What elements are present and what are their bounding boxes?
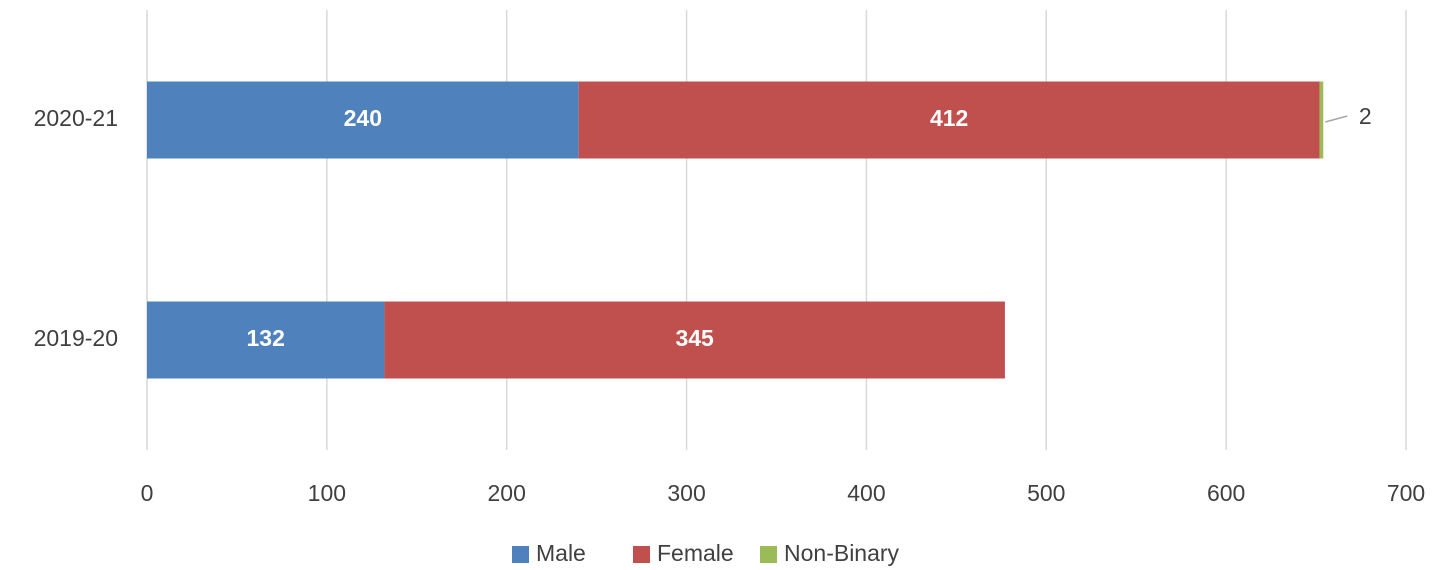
bar-segment xyxy=(384,301,1005,379)
data-label: 345 xyxy=(675,325,714,351)
bar-segment xyxy=(578,81,1320,159)
y-tick-label: 2019-20 xyxy=(34,325,118,351)
x-tick-label: 400 xyxy=(847,480,885,506)
data-label: 240 xyxy=(344,105,382,131)
legend-swatch xyxy=(633,546,650,563)
legend-swatch xyxy=(512,546,529,563)
legend-label: Non-Binary xyxy=(784,540,900,566)
bar-segment xyxy=(147,81,579,159)
bar-segment xyxy=(1319,81,1324,159)
data-label: 132 xyxy=(247,325,285,351)
x-tick-label: 0 xyxy=(141,480,154,506)
x-tick-label: 200 xyxy=(488,480,526,506)
x-tick-label: 300 xyxy=(667,480,705,506)
legend-label: Female xyxy=(657,540,734,566)
y-tick-label: 2020-21 xyxy=(34,105,118,131)
x-tick-label: 500 xyxy=(1027,480,1065,506)
bar-segment xyxy=(147,301,385,379)
data-label: 412 xyxy=(930,105,968,131)
legend-swatch xyxy=(760,546,777,563)
x-tick-label: 600 xyxy=(1207,480,1245,506)
x-tick-label: 700 xyxy=(1387,480,1425,506)
data-label: 2 xyxy=(1359,103,1372,129)
legend-label: Male xyxy=(536,540,586,566)
x-tick-label: 100 xyxy=(308,480,346,506)
leader-line xyxy=(1325,115,1348,123)
